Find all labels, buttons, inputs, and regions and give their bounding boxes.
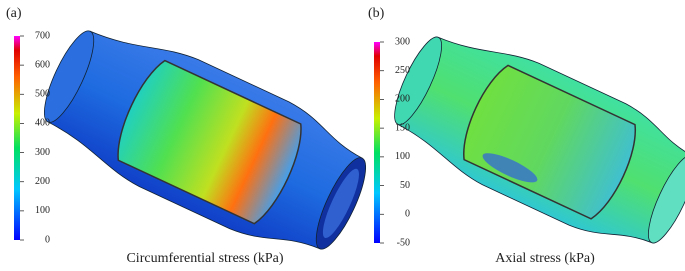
vessel-model xyxy=(378,15,685,266)
colorbar-tick-label: 300 xyxy=(395,36,410,47)
panel-caption: Circumferential stress (kPa) xyxy=(126,251,283,266)
colorbar-tick-label: 200 xyxy=(395,94,410,105)
colorbar-tick-label: 100 xyxy=(35,205,50,216)
colorbar-tick-label: 100 xyxy=(395,151,410,162)
figure: (a) (b) Circumferential stress (kPa) Axi… xyxy=(0,0,685,271)
colorbar-tick-label: 200 xyxy=(35,176,50,187)
panel-label: (b) xyxy=(368,6,385,21)
colorbar-tick-label: 250 xyxy=(395,65,410,76)
colorbar-tick-label: 400 xyxy=(35,118,50,129)
colorbar-tick-label: 150 xyxy=(395,122,410,133)
colorbar xyxy=(14,36,20,240)
vessel-model xyxy=(27,7,383,271)
panel-caption: Axial stress (kPa) xyxy=(495,251,595,266)
colorbar-tick-label: 50 xyxy=(400,180,410,191)
colorbar-tick-label: 500 xyxy=(35,89,50,100)
colorbar-tick-label: 700 xyxy=(35,30,50,41)
colorbar-tick-label: 600 xyxy=(35,59,50,70)
colorbar-tick-label: 0 xyxy=(405,209,410,220)
panel-label: (a) xyxy=(6,6,22,21)
colorbar-tick-label: -50 xyxy=(397,237,410,248)
colorbar-tick-label: 0 xyxy=(45,234,50,245)
colorbar xyxy=(374,42,380,243)
colorbar-tick-label: 300 xyxy=(35,147,50,158)
